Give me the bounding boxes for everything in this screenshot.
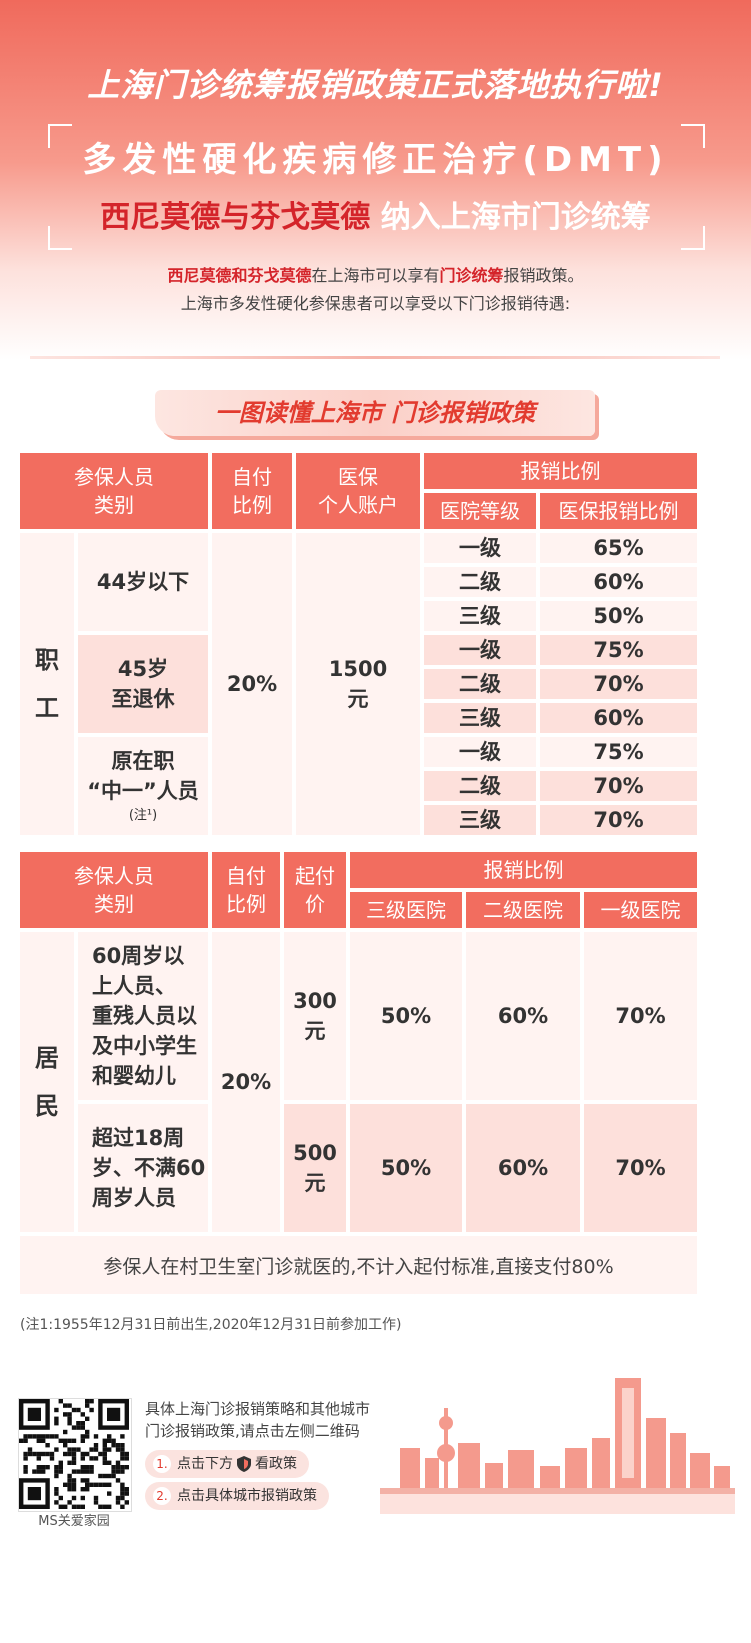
footnote: (注1:1955年12月31日前出生,2020年12月31日前参加工作)	[20, 1317, 402, 1333]
bracket-decoration	[681, 124, 705, 148]
city-skyline-illustration	[380, 1378, 735, 1514]
employee-group-cell: 原在职 “中一”人员 (注¹)	[78, 737, 208, 835]
header-self-pay: 自付 比例	[212, 852, 280, 928]
employee-self-pay: 20%	[212, 533, 292, 835]
intro-drugs: 西尼莫德和芬戈莫德	[167, 266, 312, 285]
resident-self-pay: 20%	[212, 932, 280, 1232]
employee-group-label: 45岁 至退休	[78, 635, 208, 733]
intro-mid: 在上海市可以享有	[311, 266, 440, 285]
header-category: 参保人员 类别	[20, 453, 208, 529]
subtitle-drugs: 西尼莫德与芬戈莫德 纳入上海市门诊统筹	[0, 192, 751, 236]
header-level2: 二级医院	[466, 892, 580, 928]
resident-row-label: 60周岁以 上人员、 重残人员以 及中小学生 和婴幼儿	[78, 932, 208, 1100]
level-cell: 二级	[424, 567, 536, 597]
resident-row-label: 超过18周 岁、不满60 周岁人员	[78, 1104, 208, 1232]
bracket-decoration	[48, 124, 72, 148]
ratio-cell: 60%	[466, 1104, 580, 1232]
level-cell: 一级	[424, 737, 536, 767]
step-1-pill[interactable]: 1. 点击下方 看政策	[145, 1450, 309, 1478]
subtitle-dmt: 多发性硬化疾病修正治疗(DMT)	[82, 140, 669, 180]
bottom-text-1: 具体上海门诊报销策略和其他城市	[145, 1400, 371, 1418]
hero-background	[0, 0, 751, 360]
header-level3: 三级医院	[350, 892, 462, 928]
ratio-cell: 75%	[540, 635, 697, 665]
employee-group-note: (注¹)	[128, 808, 158, 823]
group-label-resident: 居 民	[20, 932, 74, 1232]
group-label-employee: 职 工	[20, 533, 74, 835]
level-cell: 三级	[424, 703, 536, 733]
step-1-text-a: 点击下方	[177, 1456, 233, 1472]
header-reimburse: 报销比例	[424, 453, 697, 489]
employee-group-label: 44岁以下	[78, 533, 208, 631]
subtitle-rest: 纳入上海市门诊统筹	[380, 200, 651, 235]
level-cell: 一级	[424, 635, 536, 665]
deductible-cell: 500 元	[284, 1104, 346, 1232]
header-level1: 一级医院	[584, 892, 697, 928]
step-2-text: 点击具体城市报销政策	[177, 1488, 317, 1504]
header-account: 医保 个人账户	[296, 453, 420, 529]
level-cell: 一级	[424, 533, 536, 563]
intro-end: 报销政策。	[503, 266, 584, 285]
bracket-decoration	[681, 226, 705, 250]
ratio-cell: 70%	[540, 805, 697, 835]
ratio-cell: 65%	[540, 533, 697, 563]
level-cell: 三级	[424, 805, 536, 835]
page-title: 上海门诊统筹报销政策正式落地执行啦!	[87, 66, 664, 104]
header-self-pay: 自付 比例	[212, 453, 292, 529]
bracket-decoration	[48, 226, 72, 250]
step-2-pill[interactable]: 2. 点击具体城市报销政策	[145, 1482, 329, 1510]
deductible-cell: 300 元	[284, 932, 346, 1100]
employee-group-label: 原在职 “中一”人员	[87, 749, 199, 803]
section-banner: 一图读懂上海市 门诊报销政策	[155, 390, 595, 436]
qr-code-icon	[19, 1399, 129, 1509]
ratio-cell: 60%	[466, 932, 580, 1100]
header-reimburse: 报销比例	[350, 852, 697, 888]
intro-line-2: 上海市多发性硬化参保患者可以享受以下门诊报销待遇:	[180, 294, 571, 313]
shield-icon	[237, 1456, 251, 1472]
level-cell: 二级	[424, 771, 536, 801]
divider	[30, 356, 720, 359]
step-1-number: 1.	[153, 1455, 171, 1473]
subtitle-drug-names: 西尼莫德与芬戈莫德	[100, 200, 371, 235]
ratio-cell: 75%	[540, 737, 697, 767]
qr-code[interactable]	[18, 1398, 132, 1512]
ratio-cell: 70%	[540, 669, 697, 699]
ratio-cell: 60%	[540, 703, 697, 733]
step-1-text-b: 看政策	[255, 1456, 297, 1472]
step-2-number: 2.	[153, 1487, 171, 1505]
employee-account: 1500 元	[296, 533, 420, 835]
intro-key: 门诊统筹	[439, 266, 504, 285]
level-cell: 三级	[424, 601, 536, 631]
ratio-cell: 70%	[540, 771, 697, 801]
intro-line-1: 西尼莫德和芬戈莫德在上海市可以享有门诊统筹报销政策。	[0, 262, 751, 286]
ratio-cell: 50%	[540, 601, 697, 631]
ratio-cell: 70%	[584, 1104, 697, 1232]
ratio-cell: 60%	[540, 567, 697, 597]
resident-footer: 参保人在村卫生室门诊就医的,不计入起付标准,直接支付80%	[20, 1236, 697, 1294]
ratio-cell: 50%	[350, 932, 462, 1100]
header-ratio: 医保报销比例	[540, 493, 697, 529]
level-cell: 二级	[424, 669, 536, 699]
ratio-cell: 50%	[350, 1104, 462, 1232]
bottom-text-2: 门诊报销政策,请点击左侧二维码	[145, 1422, 360, 1440]
header-deductible: 起付 价	[284, 852, 346, 928]
header-category: 参保人员 类别	[20, 852, 208, 928]
ratio-cell: 70%	[584, 932, 697, 1100]
qr-label: MS关爱家园	[38, 1514, 110, 1529]
header-hospital-level: 医院等级	[424, 493, 536, 529]
